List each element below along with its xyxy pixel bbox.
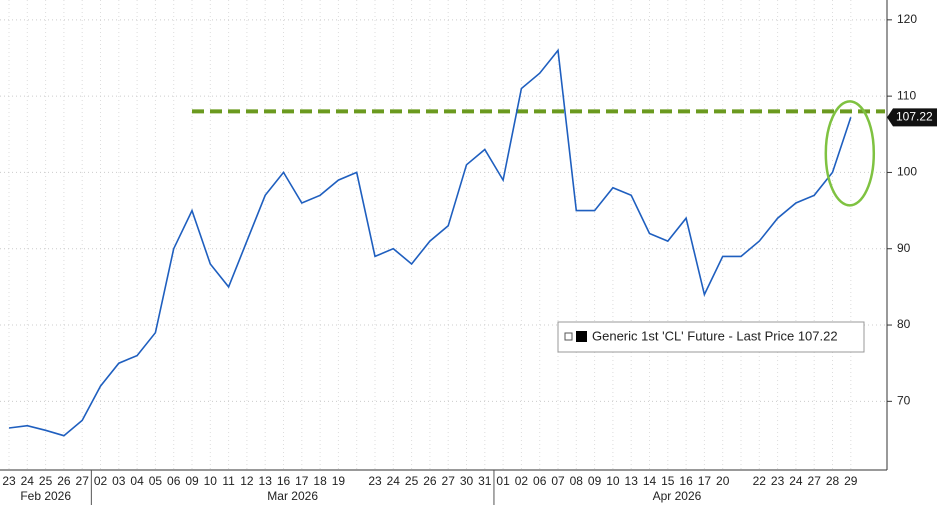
x-tick-label: 14 — [643, 474, 657, 488]
y-tick-label: 90 — [897, 241, 911, 255]
x-tick-label: 09 — [588, 474, 602, 488]
x-tick-label: 17 — [698, 474, 712, 488]
x-tick-label: 20 — [716, 474, 730, 488]
legend-toggle — [564, 332, 573, 341]
price-line — [8, 48, 852, 437]
x-tick-label: 23 — [2, 474, 16, 488]
x-tick-label: 24 — [21, 474, 35, 488]
x-tick-label: 19 — [332, 474, 346, 488]
x-tick-label: 13 — [625, 474, 639, 488]
x-tick-label: 04 — [130, 474, 144, 488]
x-tick-label: 18 — [313, 474, 327, 488]
legend-swatch — [576, 331, 587, 342]
legend-label: Generic 1st 'CL' Future - Last Price 107… — [592, 328, 838, 343]
last-price-label: 107.22 — [896, 110, 933, 124]
x-tick-label: 22 — [753, 474, 767, 488]
x-tick-label: 06 — [533, 474, 547, 488]
x-tick-label: 27 — [808, 474, 822, 488]
legend: Generic 1st 'CL' Future - Last Price 107… — [557, 321, 865, 353]
month-label: Mar 2026 — [267, 489, 318, 503]
x-tick-label: 25 — [39, 474, 53, 488]
x-tick-label: 23 — [771, 474, 785, 488]
x-tick-label: 11 — [222, 474, 235, 488]
x-tick-label: 30 — [460, 474, 474, 488]
last-price-tag — [887, 108, 937, 127]
x-tick-label: 26 — [423, 474, 437, 488]
x-tick-label: 24 — [789, 474, 803, 488]
x-tick-label: 08 — [570, 474, 584, 488]
x-tick-label: 15 — [661, 474, 675, 488]
x-tick-label: 27 — [442, 474, 456, 488]
x-tick-label: 16 — [679, 474, 693, 488]
annotation-ellipse — [824, 100, 876, 207]
x-tick-label: 02 — [515, 474, 529, 488]
x-tick-label: 29 — [844, 474, 858, 488]
legend-box — [557, 321, 865, 353]
x-tick-label: 16 — [277, 474, 291, 488]
y-tick-label: 110 — [897, 88, 916, 102]
x-tick-label: 12 — [240, 474, 254, 488]
month-label: Apr 2026 — [653, 489, 702, 503]
x-tick-label: 23 — [368, 474, 382, 488]
x-tick-label: 07 — [551, 474, 565, 488]
x-tick-label: 05 — [149, 474, 163, 488]
x-tick-label: 10 — [606, 474, 620, 488]
x-tick-label: 06 — [167, 474, 181, 488]
month-label: Feb 2026 — [20, 489, 71, 503]
x-tick-label: 31 — [478, 474, 492, 488]
x-tick-label: 01 — [496, 474, 510, 488]
y-tick-label: 120 — [897, 12, 917, 26]
x-tick-label: 28 — [826, 474, 840, 488]
x-tick-label: 02 — [94, 474, 108, 488]
x-tick-label: 24 — [387, 474, 401, 488]
x-tick-label: 26 — [57, 474, 71, 488]
x-tick-label: 27 — [76, 474, 90, 488]
x-tick-label: 25 — [405, 474, 419, 488]
y-tick-label: 70 — [897, 394, 911, 408]
x-tick-label: 09 — [185, 474, 199, 488]
x-tick-label: 17 — [295, 474, 309, 488]
y-tick-label: 100 — [897, 165, 917, 179]
x-tick-label: 10 — [204, 474, 218, 488]
y-tick-label: 80 — [897, 317, 911, 331]
x-tick-label: 13 — [259, 474, 273, 488]
x-tick-label: 03 — [112, 474, 126, 488]
